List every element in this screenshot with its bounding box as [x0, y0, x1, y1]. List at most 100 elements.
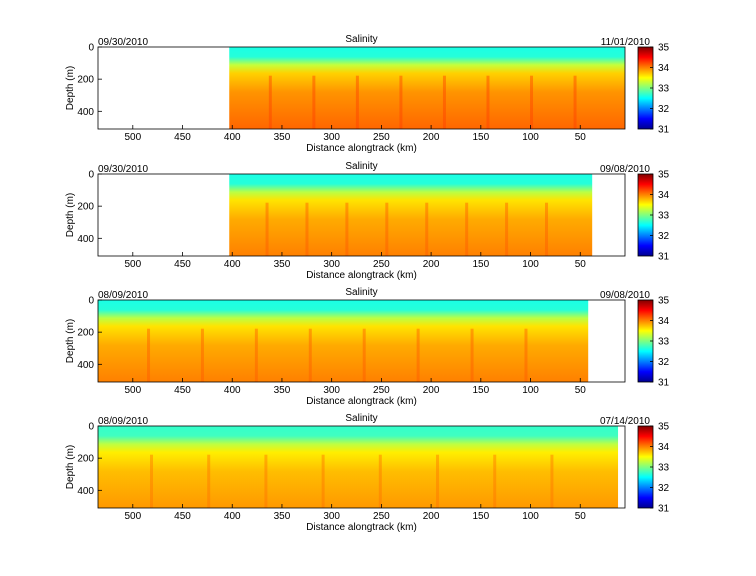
salinity-streak	[425, 202, 429, 256]
x-tick-label: 300	[323, 385, 340, 396]
x-tick-label: 100	[522, 511, 539, 522]
salinity-streak	[268, 75, 272, 129]
colorbar-tick-label: 35	[658, 170, 670, 181]
x-tick-label: 50	[575, 132, 587, 143]
x-tick-label: 400	[224, 511, 241, 522]
salinity-field	[229, 47, 626, 129]
x-tick-label: 500	[124, 385, 141, 396]
x-tick-label: 150	[472, 385, 489, 396]
colorbar-tick-label: 32	[658, 231, 670, 242]
y-tick-label: 200	[77, 328, 94, 339]
date-right: 11/01/2010	[601, 37, 651, 48]
date-left: 09/30/2010	[98, 37, 148, 48]
x-tick-label: 250	[373, 385, 390, 396]
x-tick-label: 300	[323, 511, 340, 522]
y-tick-label: 400	[77, 360, 94, 371]
colorbar-tick-label: 35	[658, 296, 670, 307]
colorbar-tick-label: 33	[658, 337, 670, 348]
salinity-streak	[264, 454, 268, 508]
salinity-streak	[399, 75, 403, 129]
colorbar-tick-label: 35	[658, 43, 670, 54]
colorbar-tick-label: 34	[658, 190, 670, 201]
salinity-streak	[486, 75, 490, 129]
axes-frame	[97, 425, 626, 509]
axes-frame	[97, 299, 626, 383]
salinity-field	[229, 174, 593, 256]
y-tick-label: 200	[77, 202, 94, 213]
x-tick-label: 350	[274, 385, 291, 396]
salinity-streak	[200, 328, 204, 382]
colorbar-tick-label: 31	[658, 125, 670, 136]
salinity-streak	[550, 454, 554, 508]
salinity-streak	[545, 202, 549, 256]
x-tick-label: 500	[124, 259, 141, 270]
panel-title: Salinity	[345, 413, 377, 424]
x-tick-label: 100	[522, 132, 539, 143]
x-tick-label: 450	[174, 259, 191, 270]
salinity-panel-1: 500 450 400 350 300 250 200 150 100 500200400Sali…	[65, 34, 670, 154]
x-tick-label: 200	[423, 259, 440, 270]
x-tick-label: 50	[575, 385, 587, 396]
salinity-field	[98, 426, 619, 508]
date-right: 07/14/2010	[600, 416, 650, 427]
y-tick-label: 400	[77, 486, 94, 497]
x-axis-label: Distance alongtrack (km)	[306, 522, 417, 533]
y-axis-label: Depth (m)	[65, 319, 76, 363]
salinity-streak	[207, 454, 211, 508]
y-tick-label: 200	[77, 75, 94, 86]
colorbar-tick-label: 31	[658, 252, 670, 263]
date-left: 09/30/2010	[98, 164, 148, 175]
salinity-streak	[312, 75, 316, 129]
colorbar-tick-label: 34	[658, 316, 670, 327]
date-left: 08/09/2010	[98, 416, 148, 427]
salinity-streak	[147, 328, 151, 382]
salinity-streak	[442, 75, 446, 129]
salinity-streak	[530, 75, 534, 129]
salinity-streak	[505, 202, 509, 256]
salinity-streak	[416, 328, 420, 382]
x-tick-label: 450	[174, 511, 191, 522]
x-tick-label: 200	[423, 132, 440, 143]
salinity-streak	[573, 75, 577, 129]
salinity-field	[98, 300, 589, 382]
y-tick-label: 400	[77, 107, 94, 118]
date-left: 08/09/2010	[98, 290, 148, 301]
x-axis-label: Distance alongtrack (km)	[306, 143, 417, 154]
x-tick-label: 350	[274, 511, 291, 522]
salinity-streak	[254, 328, 258, 382]
salinity-streak	[345, 202, 349, 256]
x-tick-label: 200	[423, 511, 440, 522]
colorbar-tick-label: 32	[658, 357, 670, 368]
panel-title: Salinity	[345, 161, 377, 172]
salinity-panel-4: 500 450 400 350 300 250 200 150 100 500200400Sali…	[65, 413, 670, 533]
colorbar-tick-label: 32	[658, 104, 670, 115]
salinity-panel-2: 500 450 400 350 300 250 200 150 100 500200400Sali…	[65, 161, 670, 281]
x-tick-label: 50	[575, 511, 587, 522]
salinity-streak	[305, 202, 309, 256]
x-tick-label: 150	[472, 132, 489, 143]
axes-frame	[97, 46, 626, 130]
salinity-streak	[308, 328, 312, 382]
x-tick-label: 450	[174, 385, 191, 396]
x-axis-label: Distance alongtrack (km)	[306, 396, 417, 407]
salinity-streak	[265, 202, 269, 256]
salinity-streak	[493, 454, 497, 508]
colorbar-tick-label: 31	[658, 504, 670, 515]
salinity-streak	[150, 454, 154, 508]
salinity-streak	[355, 75, 359, 129]
axes-frame	[97, 173, 626, 257]
x-tick-label: 250	[373, 259, 390, 270]
x-tick-label: 300	[323, 259, 340, 270]
colorbar-tick-label: 32	[658, 483, 670, 494]
y-tick-label: 400	[77, 234, 94, 245]
x-tick-label: 350	[274, 259, 291, 270]
colorbar-tick-label: 35	[658, 422, 670, 433]
x-tick-label: 150	[472, 259, 489, 270]
y-tick-label: 0	[88, 422, 94, 433]
colorbar-tick-label: 34	[658, 442, 670, 453]
x-tick-label: 250	[373, 132, 390, 143]
salinity-panel-3: 500 450 400 350 300 250 200 150 100 500200400Sali…	[65, 287, 670, 407]
colorbar-tick-label: 33	[658, 84, 670, 95]
x-tick-label: 50	[575, 259, 587, 270]
x-tick-label: 400	[224, 385, 241, 396]
